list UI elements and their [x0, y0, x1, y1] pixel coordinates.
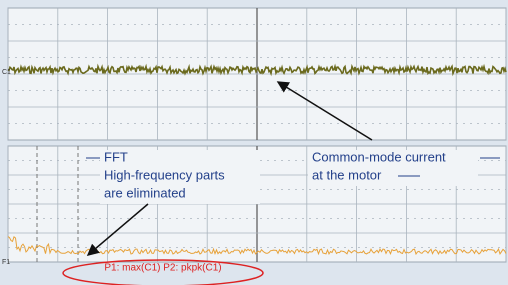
annotation: at the motor [312, 167, 382, 182]
channel-label: C1 [2, 69, 11, 76]
annotation: FFT [104, 149, 128, 164]
annotation: are eliminated [104, 185, 186, 200]
channel-label: F1 [2, 259, 10, 266]
annotation: Common-mode current [312, 149, 446, 164]
oscilloscope-screen: C1 F1 FFT High-frequency parts are elimi… [0, 0, 508, 285]
annotation: High-frequency parts [104, 167, 225, 182]
page: C1 F1 FFT High-frequency parts are elimi… [0, 0, 508, 285]
measurement-label: P1: max(C1) P2: pkpk(C1) [104, 263, 221, 274]
